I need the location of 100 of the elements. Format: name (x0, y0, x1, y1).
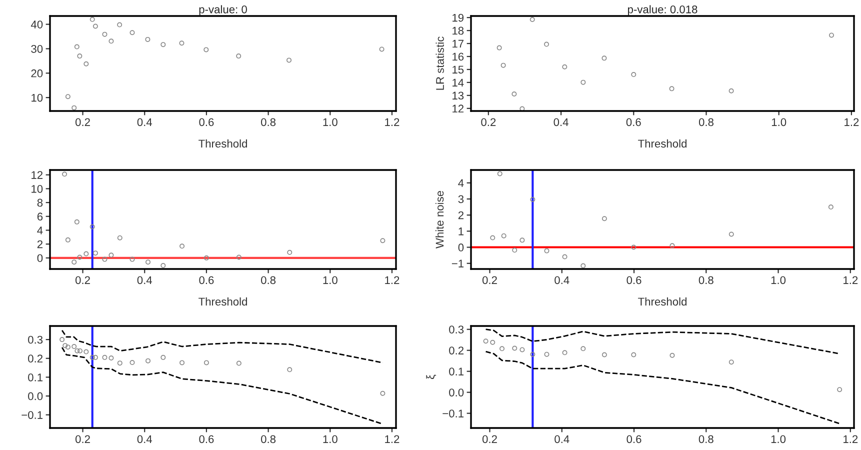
point (74, 219, 80, 224)
y-tick-label: 0.2 (28, 354, 42, 363)
point (146, 260, 151, 265)
x-tick-label: 0.8 (261, 276, 276, 284)
x-tick-label: 0.6 (626, 118, 641, 126)
y-tick-label: 14 (452, 78, 464, 86)
point (102, 32, 108, 37)
point (77, 254, 82, 260)
point (204, 47, 209, 52)
y-tick-label: −1 (452, 260, 464, 268)
y-tick-label: 0.2 (449, 346, 464, 354)
y-tick-label: 0.3 (449, 326, 464, 334)
point (160, 263, 166, 268)
x-tick-label: 0.2 (75, 276, 90, 284)
point (146, 358, 151, 364)
x-tick-label: 0.6 (199, 118, 214, 126)
point (72, 260, 77, 265)
point (530, 352, 536, 357)
point (544, 352, 550, 357)
x-tick-label: 0.8 (698, 118, 714, 126)
point (837, 387, 842, 392)
point (204, 255, 209, 260)
point (670, 243, 675, 248)
point (130, 360, 135, 366)
point (544, 248, 550, 254)
x-tick-label: 0.6 (626, 435, 642, 444)
point (512, 91, 517, 96)
point (160, 42, 166, 48)
x-tick-label: 0.6 (199, 276, 214, 284)
point (501, 233, 506, 238)
y-tick-label: 15 (452, 66, 464, 74)
y-axis-title: White noise (435, 190, 444, 248)
y-tick-label: 0.1 (28, 373, 43, 382)
x-axis-title: Threshold (198, 297, 247, 306)
y-tick-label: 10 (32, 184, 43, 193)
point (92, 250, 98, 256)
y-tick-label: −0.1 (22, 411, 43, 419)
point (379, 46, 384, 52)
point (180, 360, 185, 366)
point (483, 338, 488, 344)
point (631, 352, 636, 358)
y-tick-label: 2 (458, 211, 464, 220)
point (520, 238, 525, 243)
y-tick-label: 30 (31, 44, 43, 53)
point (117, 22, 122, 28)
point (631, 72, 636, 78)
y-tick-label: 40 (30, 20, 43, 28)
point (160, 354, 166, 360)
point (544, 42, 550, 47)
x-tick-label: 0.4 (137, 118, 152, 126)
x-tick-label: 1.2 (844, 118, 859, 126)
x-tick-label: 1.2 (844, 435, 858, 443)
point (236, 254, 242, 260)
x-axis-title: Threshold (638, 139, 686, 148)
point (84, 349, 89, 354)
x-tick-label: 0.4 (554, 118, 568, 126)
point (102, 354, 108, 360)
point (236, 360, 242, 366)
x-tick-label: 1.0 (772, 118, 786, 126)
x-tick-label: 1.2 (385, 118, 400, 126)
point (287, 367, 292, 372)
x-tick-label: 0.8 (698, 435, 714, 444)
x-tick-label: 1.0 (323, 276, 338, 284)
y-tick-label: 0.0 (449, 388, 464, 396)
point (490, 340, 496, 345)
x-tick-label: 0.8 (261, 435, 276, 444)
y-tick-label: 2 (37, 240, 42, 248)
y-tick-label: 1 (458, 228, 464, 236)
y-axis-title: LR statistic (436, 36, 444, 90)
x-axis-title: Threshold (198, 139, 247, 148)
x-tick-label: 0.6 (626, 276, 642, 284)
y-tick-label: 4 (458, 179, 464, 187)
y-tick-label: 13 (452, 92, 464, 100)
point (180, 244, 185, 249)
point (520, 347, 525, 352)
line-series (61, 330, 384, 364)
y-tick-label: 19 (452, 14, 464, 22)
x-tick-label: 0.2 (482, 435, 497, 444)
y-axis-title: ξ (426, 374, 436, 380)
y-tick-label: 3 (458, 195, 464, 204)
point (580, 346, 586, 352)
x-tick-label: 0.2 (75, 435, 90, 444)
point (562, 64, 568, 70)
x-tick-label: 0.4 (554, 276, 570, 284)
point (62, 172, 68, 177)
point (130, 256, 135, 262)
point (728, 232, 734, 237)
x-tick-label: 0.6 (199, 435, 214, 444)
point (602, 56, 607, 61)
point (72, 344, 77, 350)
point (562, 350, 568, 356)
y-tick-label: 0.3 (28, 336, 43, 344)
x-tick-label: 1.0 (771, 276, 786, 284)
point (130, 30, 135, 36)
point (602, 352, 607, 358)
point (90, 16, 95, 22)
point (530, 17, 535, 22)
point (512, 346, 518, 351)
y-tick-label: 0.1 (449, 368, 464, 376)
chart-title: p-value: 0.018 (628, 5, 698, 16)
